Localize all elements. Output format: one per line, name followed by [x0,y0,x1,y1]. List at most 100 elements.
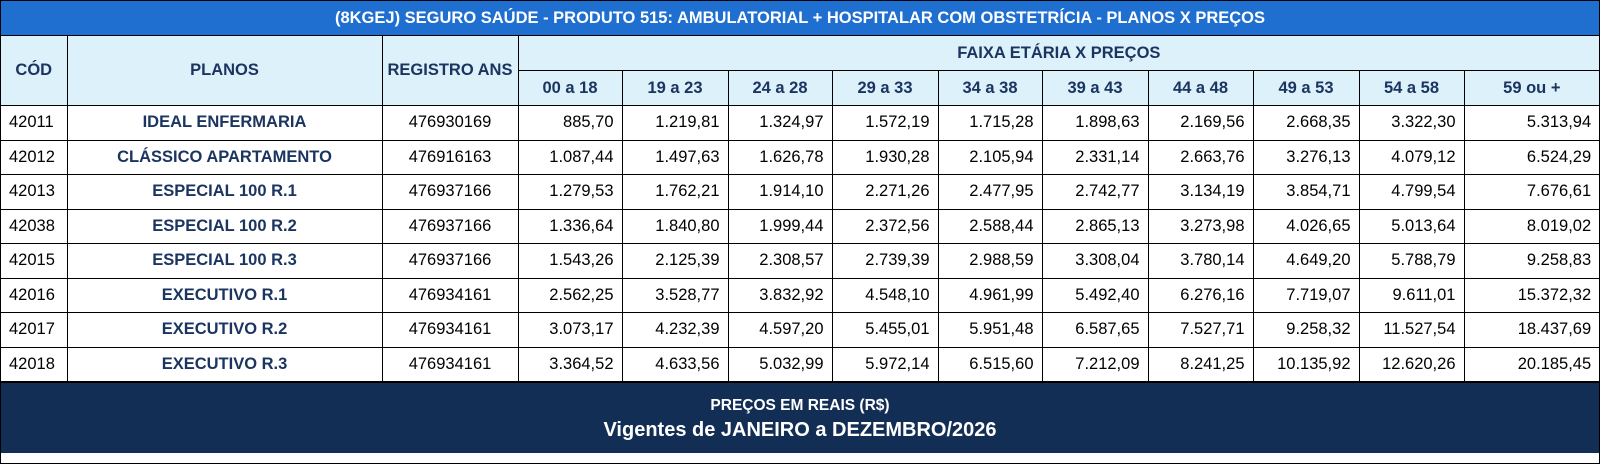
table-header: CÓD PLANOS REGISTRO ANS FAIXA ETÁRIA X P… [1,36,1600,106]
cell-registro-ans: 476930169 [381,105,519,141]
age-band-header-row: 00 a 18 19 a 23 24 a 28 29 a 33 34 a 38 39 a … [1,70,1600,106]
cell-preco: 4.232,39 [621,312,729,348]
cell-plano: CLÁSSICO APARTAMENTO [66,139,383,175]
cell-preco: 5.492,40 [1041,277,1149,313]
cell-preco: 1.762,21 [621,174,729,210]
cell-preco: 5.972,14 [831,346,939,382]
cell-preco: 2.562,25 [517,277,623,313]
cell-preco: 5.032,99 [727,346,833,382]
header-age-band: 44 a 48 [1147,70,1254,106]
cell-preco: 5.455,01 [831,312,939,348]
cell-preco: 2.477,95 [937,174,1043,210]
cell-registro-ans: 476937166 [381,208,519,244]
cell-cod: 42038 [1,208,68,244]
cell-preco: 4.961,99 [937,277,1043,313]
cell-preco: 1.999,44 [727,208,833,244]
cell-preco: 8.241,25 [1147,346,1254,382]
footer-validity: Vigentes de JANEIRO a DEZEMBRO/2026 [603,419,997,441]
table-body: 42011 IDEAL ENFERMARIA 476930169 885,70 1.21… [1,105,1600,382]
table-row: 42011 IDEAL ENFERMARIA 476930169 885,70 1.21… [1,105,1600,141]
cell-preco: 3.854,71 [1252,174,1360,210]
header-age-band: 19 a 23 [621,70,729,106]
cell-registro-ans: 476937166 [381,174,519,210]
cell-cod: 42017 [1,312,68,348]
cell-preco: 9.611,01 [1358,277,1465,313]
cell-preco: 1.914,10 [727,174,833,210]
cell-preco: 1.336,64 [517,208,623,244]
cell-preco: 2.865,13 [1041,208,1149,244]
cell-preco: 7.527,71 [1147,312,1254,348]
cell-preco: 9.258,83 [1463,243,1600,279]
table-row: 42015 ESPECIAL 100 R.3 476937166 1.543,26 2.… [1,243,1600,279]
cell-preco: 11.527,54 [1358,312,1465,348]
cell-preco: 4.597,20 [727,312,833,348]
header-age-band: 34 a 38 [937,70,1043,106]
cell-registro-ans: 476934161 [381,312,519,348]
cell-preco: 20.185,45 [1463,346,1600,382]
cell-preco: 3.073,17 [517,312,623,348]
cell-preco: 7.676,61 [1463,174,1600,210]
cell-preco: 2.668,35 [1252,105,1360,141]
table-title: (8KGEJ) SEGURO SAÚDE - PRODUTO 515: AMBU… [1,1,1599,36]
cell-plano: ESPECIAL 100 R.2 [66,208,383,244]
table-row: 42018 EXECUTIVO R.3 476934161 3.364,52 4.633… [1,346,1600,382]
cell-preco: 1.626,78 [727,139,833,175]
table-row: 42016 EXECUTIVO R.1 476934161 2.562,25 3.528… [1,277,1600,313]
table-row: 42013 ESPECIAL 100 R.1 476937166 1.279,53 1.… [1,174,1600,210]
cell-preco: 6.276,16 [1147,277,1254,313]
cell-preco: 3.832,92 [727,277,833,313]
cell-preco: 4.799,54 [1358,174,1465,210]
table-row: 42012 CLÁSSICO APARTAMENTO 476916163 1.087,… [1,139,1600,175]
cell-preco: 4.548,10 [831,277,939,313]
cell-preco: 2.739,39 [831,243,939,279]
cell-preco: 2.331,14 [1041,139,1149,175]
cell-preco: 12.620,26 [1358,346,1465,382]
cell-preco: 1.715,28 [937,105,1043,141]
cell-preco: 1.840,80 [621,208,729,244]
header-cod: CÓD [1,36,68,106]
cell-preco: 1.497,63 [621,139,729,175]
cell-plano: EXECUTIVO R.2 [66,312,383,348]
cell-preco: 2.271,26 [831,174,939,210]
cell-preco: 3.308,04 [1041,243,1149,279]
cell-preco: 5.788,79 [1358,243,1465,279]
header-faixa-etaria: FAIXA ETÁRIA X PREÇOS [517,36,1600,71]
footer-banner: PREÇOS EM REAIS (R$) Vigentes de JANEIRO… [1,382,1599,453]
cell-preco: 1.898,63 [1041,105,1149,141]
cell-preco: 5.313,94 [1463,105,1600,141]
cell-registro-ans: 476934161 [381,346,519,382]
cell-preco: 10.135,92 [1252,346,1360,382]
cell-registro-ans: 476937166 [381,243,519,279]
cell-preco: 3.364,52 [517,346,623,382]
cell-preco: 6.524,29 [1463,139,1600,175]
header-age-band: 00 a 18 [518,70,623,106]
cell-preco: 15.372,32 [1463,277,1600,313]
cell-preco: 4.079,12 [1358,139,1465,175]
cell-plano: IDEAL ENFERMARIA [66,105,383,141]
cell-preco: 6.515,60 [937,346,1043,382]
cell-preco: 2.372,56 [831,208,939,244]
cell-preco: 2.308,57 [727,243,833,279]
cell-preco: 2.125,39 [621,243,729,279]
cell-preco: 885,70 [517,105,623,141]
cell-plano: ESPECIAL 100 R.3 [66,243,383,279]
cell-preco: 4.633,56 [621,346,729,382]
cell-preco: 2.742,77 [1041,174,1149,210]
cell-preco: 8.019,02 [1463,208,1600,244]
cell-registro-ans: 476934161 [381,277,519,313]
header-registro-ans: REGISTRO ANS [381,36,519,106]
cell-preco: 7.212,09 [1041,346,1149,382]
header-age-band: 39 a 43 [1041,70,1149,106]
cell-preco: 2.169,56 [1147,105,1254,141]
cell-cod: 42012 [1,139,68,175]
footer-currency-note: PREÇOS EM REAIS (R$) [710,397,890,414]
header-planos: PLANOS [66,36,383,106]
cell-preco: 2.988,59 [937,243,1043,279]
cell-cod: 42015 [1,243,68,279]
cell-plano: EXECUTIVO R.3 [66,346,383,382]
cell-preco: 7.719,07 [1252,277,1360,313]
cell-cod: 42018 [1,346,68,382]
header-age-band: 59 ou + [1463,70,1600,106]
cell-cod: 42011 [1,105,68,141]
